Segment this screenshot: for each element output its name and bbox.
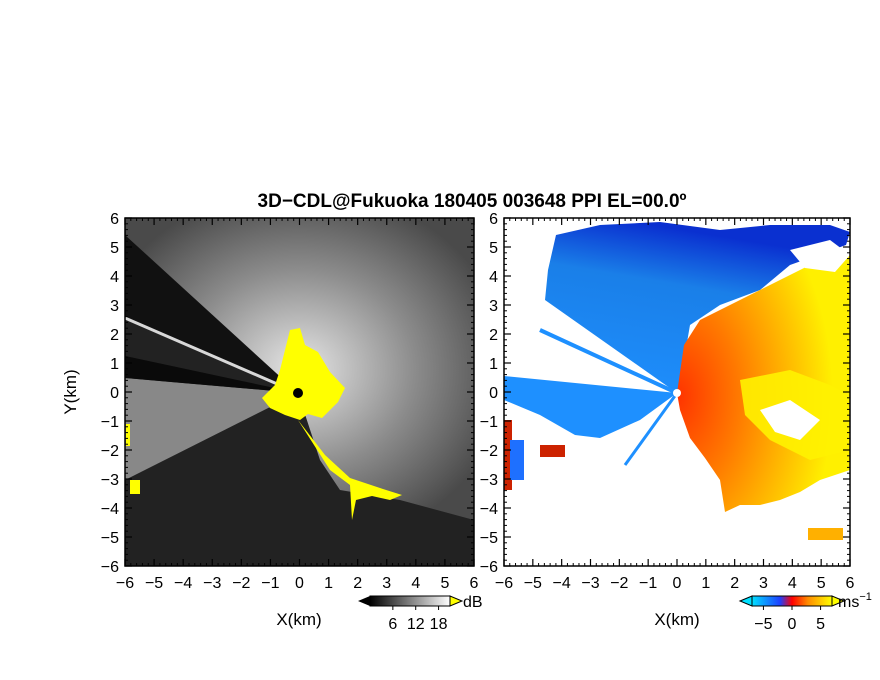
velocity-xtick-label: 2 [730,575,739,592]
velocity-colorbar-tick-label: −5 [754,616,772,633]
intensity-xtick-label: −6 [116,575,134,592]
intensity-xtick-label: −2 [232,575,250,592]
intensity-panel [125,218,474,566]
velocity-ytick-label: 6 [489,211,498,228]
intensity-xtick-label: 2 [353,575,362,592]
intensity-ytick-label: −2 [101,443,119,460]
intensity-xtick-label: 5 [440,575,449,592]
velocity-xtick-label: −4 [553,575,571,592]
intensity-colorbar-tick-label: 12 [407,616,425,633]
velocity-xlabel: X(km) [654,610,699,629]
velocity-colorbar-low-arrow [738,595,753,607]
intensity-xtick-label: 6 [470,575,479,592]
velocity-ytick-label: −3 [480,472,498,489]
intensity-ytick-label: 2 [110,327,119,344]
intensity-colorbar: dB 6 12 18 [358,594,483,633]
velocity-xtick-label: 4 [788,575,797,592]
velocity-ytick-label: 1 [489,356,498,373]
velocity-colorbar-unit: ms−1 [838,591,872,611]
intensity-ytick-label: 5 [110,240,119,257]
velocity-ray-south [623,392,679,466]
velocity-xtick-label: 6 [846,575,855,592]
intensity-ytick-label: −3 [101,472,119,489]
velocity-ytick-label: −2 [480,443,498,460]
velocity-xtick-label: 3 [759,575,768,592]
velocity-ytick-label: −6 [480,559,498,576]
velocity-colorbar-tick-label: 5 [816,616,825,633]
intensity-ytick-label: 0 [110,385,119,402]
intensity-colorbar-tick-label: 18 [430,616,448,633]
velocity-colorbar: ms−1 −5 0 5 [738,591,872,633]
velocity-ytick-label: −4 [480,501,498,518]
intensity-ytick-label: −4 [101,501,119,518]
intensity-ytick-label: −1 [101,414,119,431]
intensity-xtick-label: 4 [411,575,420,592]
velocity-ytick-label: 3 [489,298,498,315]
velocity-panel [504,218,850,566]
intensity-axes: −6 −5 −4 −3 −2 −1 0 1 2 3 4 5 6 6 5 4 3 2 1 0 −1 −2 −3 −4 −5 −6 [101,211,479,592]
intensity-colorbar-tick-label: 6 [388,616,397,633]
intensity-saturated-sw [130,480,140,494]
velocity-xtick-label: −1 [639,575,657,592]
intensity-xtick-label: −3 [203,575,221,592]
velocity-patch-west-blue [510,440,524,480]
intensity-ytick-label: 3 [110,298,119,315]
intensity-ylabel: Y(km) [61,369,80,414]
intensity-xtick-label: 3 [382,575,391,592]
intensity-dark-beam-w [125,356,298,393]
velocity-xtick-label: −2 [610,575,628,592]
velocity-xtick-label: 1 [701,575,710,592]
intensity-colorbar-high-arrow [449,595,464,607]
velocity-xtick-label: 5 [817,575,826,592]
velocity-xtick-label: −6 [495,575,513,592]
intensity-xtick-label: −4 [174,575,192,592]
intensity-xtick-label: 0 [295,575,304,592]
intensity-west-lobe [125,378,298,480]
intensity-xlabel: X(km) [276,610,321,629]
velocity-ytick-label: 4 [489,269,498,286]
velocity-center-marker [673,389,681,397]
velocity-colorbar-high-arrow [831,595,846,607]
velocity-ytick-label: 0 [489,385,498,402]
intensity-bright-ray [125,316,299,395]
chart-title: 3D−CDL@Fukuoka 180405 003648 PPI EL=00.0… [258,191,687,212]
velocity-white-gap-ne [790,240,850,272]
velocity-ytick-label: −5 [480,530,498,547]
velocity-negative-ray [539,328,678,395]
velocity-xtick-label: −5 [524,575,542,592]
intensity-saturated-west [126,424,130,446]
intensity-ytick-label: −5 [101,530,119,547]
intensity-ytick-label: 6 [110,211,119,228]
velocity-negative-main [545,222,850,393]
intensity-colorbar-bar [369,595,451,607]
intensity-xtick-label: −1 [261,575,279,592]
velocity-ytick-label: −1 [480,414,498,431]
velocity-colorbar-tick-label: 0 [788,616,797,633]
intensity-saturated-edge [298,420,402,520]
intensity-ytick-label: 1 [110,356,119,373]
velocity-patch-sw [540,445,565,457]
velocity-white-gap [760,400,820,440]
intensity-colorbar-low-arrow [358,596,370,606]
velocity-xtick-label: −3 [581,575,599,592]
velocity-patch-se [808,528,843,540]
velocity-ytick-label: 5 [489,240,498,257]
velocity-patch-west [504,420,512,490]
velocity-xtick-label: 0 [673,575,682,592]
velocity-axes: −6 −5 −4 −3 −2 −1 0 1 2 3 4 5 6 6 5 4 3 2 1 0 −1 −2 −3 −4 −5 −6 [480,211,855,592]
intensity-xtick-label: 1 [324,575,333,592]
radar-center-marker [293,388,303,398]
velocity-ytick-label: 2 [489,327,498,344]
velocity-colorbar-unit-exponent: −1 [859,591,872,603]
intensity-colorbar-unit: dB [463,594,483,611]
velocity-colorbar-bar [751,595,833,607]
intensity-ytick-label: 4 [110,269,119,286]
velocity-negative-west [504,376,677,438]
intensity-ytick-label: −6 [101,559,119,576]
intensity-xtick-label: −5 [145,575,163,592]
intensity-saturated-core [262,328,345,420]
intensity-dark-beam-nw [125,235,298,393]
